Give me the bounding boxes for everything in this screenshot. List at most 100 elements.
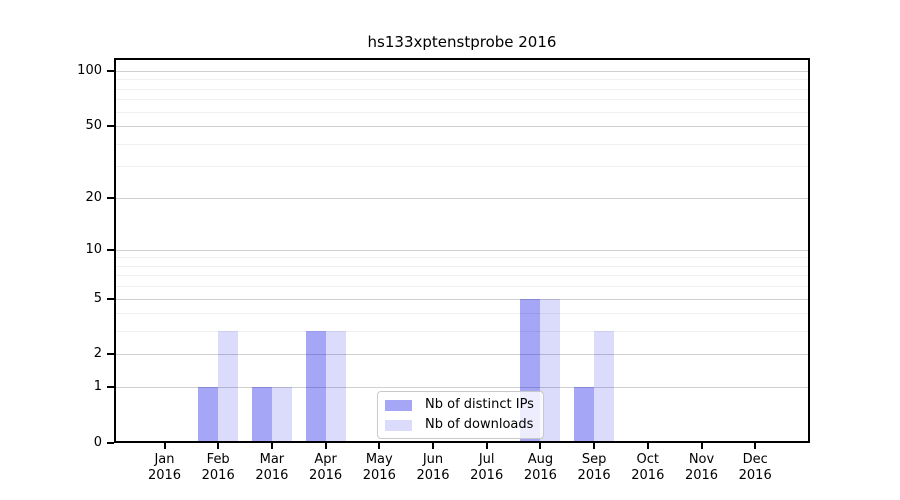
x-tick-label-line: 2016 <box>416 468 450 483</box>
x-axis-tick <box>163 443 166 449</box>
x-tick-label-line: Oct <box>636 452 660 467</box>
legend-swatch-downloads <box>385 419 412 431</box>
x-tick-label-line: Apr <box>314 452 337 467</box>
y-axis-tick <box>107 386 114 389</box>
x-tick-label: Aug 2016 <box>512 452 568 484</box>
y-tick-label: 50 <box>85 118 102 134</box>
bar-nb-of-distinct-ips <box>198 387 219 443</box>
x-axis-tick <box>270 443 273 449</box>
minor-gridline <box>114 257 810 259</box>
minor-gridline <box>114 313 810 315</box>
x-tick-label-line: 2016 <box>523 468 557 483</box>
legend-label-distinct-ips: Nb of distinct IPs <box>425 397 534 412</box>
minor-gridline <box>114 286 810 288</box>
major-gridline <box>114 298 810 300</box>
x-tick-label: Nov 2016 <box>674 452 730 484</box>
x-tick-label-line: 2016 <box>362 468 396 483</box>
y-axis-tick <box>107 297 114 300</box>
x-tick-label-line: Nov <box>688 452 715 467</box>
bar-nb-of-downloads <box>325 331 346 443</box>
legend-row-downloads: Nb of downloads <box>385 416 536 435</box>
x-tick-label: Apr 2016 <box>298 452 354 484</box>
legend-swatch-distinct-ips <box>385 399 412 411</box>
axis-spine-top <box>114 58 810 60</box>
x-tick-label-line: Jul <box>478 452 495 467</box>
minor-gridline <box>114 111 810 113</box>
y-tick-label: 1 <box>93 379 102 395</box>
x-tick-label: Sep 2016 <box>566 452 622 484</box>
axis-spine-right <box>808 58 810 443</box>
x-tick-label: May 2016 <box>351 452 407 484</box>
y-axis-tick <box>107 69 114 72</box>
x-tick-label: Oct 2016 <box>620 452 676 484</box>
x-tick-label-line: 2016 <box>738 468 772 483</box>
x-tick-label: Jun 2016 <box>405 452 461 484</box>
bar-nb-of-distinct-ips <box>574 387 595 443</box>
y-axis-tick <box>107 248 114 251</box>
major-gridline <box>114 354 810 356</box>
x-axis-tick <box>217 443 220 449</box>
y-tick-label: 10 <box>85 241 102 257</box>
minor-gridline <box>114 99 810 101</box>
y-tick-label: 2 <box>93 346 102 362</box>
x-axis-tick <box>646 443 649 449</box>
y-axis-tick <box>107 196 114 199</box>
minor-gridline <box>114 79 810 81</box>
y-axis-tick <box>107 442 114 444</box>
legend-label-downloads: Nb of downloads <box>425 417 534 432</box>
x-tick-label: Mar 2016 <box>244 452 300 484</box>
axis-spine-left <box>114 58 116 443</box>
major-gridline <box>114 70 810 72</box>
x-axis-tick <box>700 443 703 449</box>
y-tick-label: 100 <box>77 62 102 78</box>
x-tick-label-line: 2016 <box>577 468 611 483</box>
y-axis-tick <box>107 353 114 356</box>
x-axis-tick <box>432 443 434 449</box>
legend: Nb of distinct IPs Nb of downloads <box>377 391 544 439</box>
x-tick-label: Feb 2016 <box>190 452 246 484</box>
major-gridline <box>114 197 810 199</box>
x-tick-label: Jul 2016 <box>459 452 515 484</box>
x-tick-label-line: Mar <box>259 452 285 467</box>
bar-nb-of-distinct-ips <box>305 331 326 443</box>
bar-nb-of-downloads <box>594 331 615 443</box>
bar-nb-of-distinct-ips <box>251 387 272 443</box>
x-axis-tick <box>485 443 488 449</box>
y-tick-label: 5 <box>93 290 102 306</box>
x-tick-label-line: May <box>365 452 393 467</box>
minor-gridline <box>114 275 810 277</box>
x-axis-tick <box>324 443 327 449</box>
minor-gridline <box>114 331 810 333</box>
minor-gridline <box>114 166 810 168</box>
bar-nb-of-downloads <box>271 387 292 443</box>
x-tick-label-line: Sep <box>581 452 607 467</box>
major-gridline <box>114 126 810 128</box>
x-tick-label-line: 2016 <box>147 468 182 483</box>
x-tick-label-line: Dec <box>742 452 768 467</box>
legend-row-distinct-ips: Nb of distinct IPs <box>385 396 536 415</box>
y-tick-label: 20 <box>85 189 102 205</box>
x-tick-label-line: 2016 <box>631 468 665 483</box>
x-tick-label-line: Jan <box>154 452 175 467</box>
x-tick-label-line: Feb <box>206 452 230 467</box>
x-tick-label-line: Aug <box>527 452 554 467</box>
minor-gridline <box>114 88 810 90</box>
x-tick-label-line: 2016 <box>309 468 343 483</box>
chart-title: hs133xptenstprobe 2016 <box>367 33 557 51</box>
x-tick-label-line: Jun <box>422 452 444 467</box>
y-tick-label: 0 <box>93 435 102 450</box>
bar-nb-of-downloads <box>540 298 561 443</box>
x-axis-tick <box>539 443 542 449</box>
x-tick-label-line: 2016 <box>255 468 289 483</box>
x-tick-label-line: 2016 <box>201 468 235 483</box>
y-axis-tick <box>107 125 114 128</box>
x-axis-tick <box>378 443 381 449</box>
x-tick-label: Dec 2016 <box>727 452 783 484</box>
plot-area <box>114 58 810 443</box>
minor-gridline <box>114 143 810 145</box>
x-tick-label-line: 2016 <box>470 468 504 483</box>
minor-gridline <box>114 265 810 267</box>
major-gridline <box>114 387 810 389</box>
bar-nb-of-downloads <box>218 331 239 443</box>
